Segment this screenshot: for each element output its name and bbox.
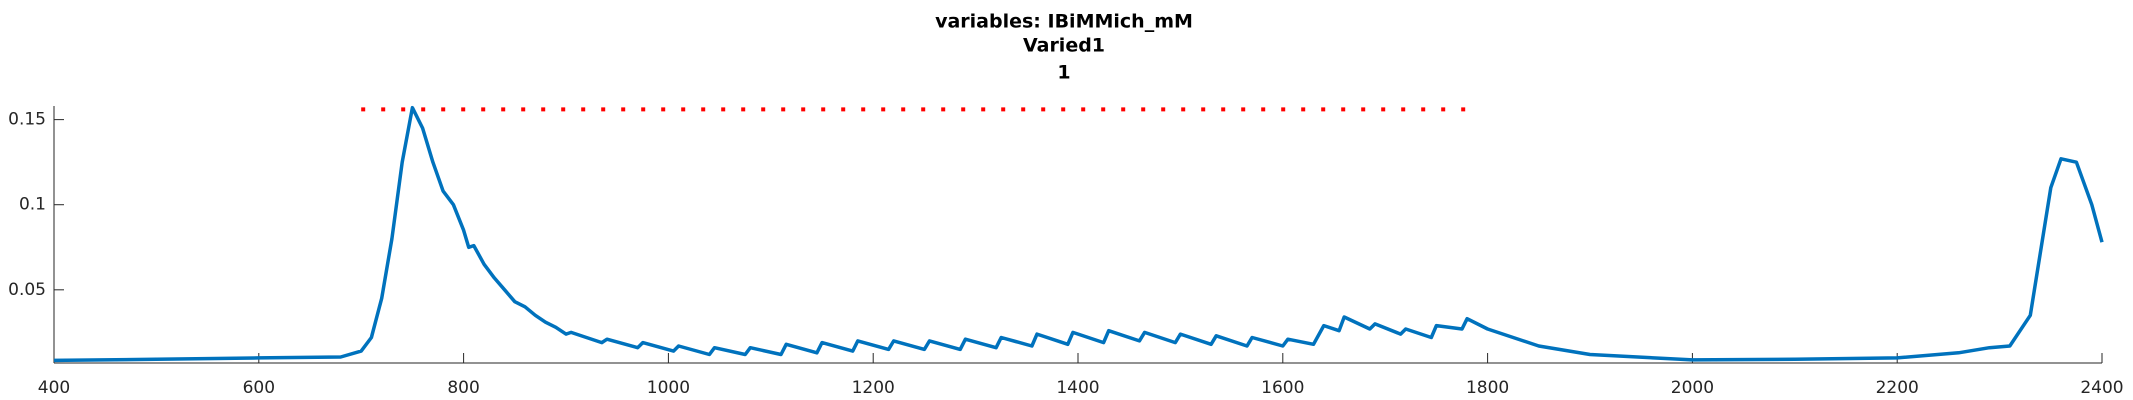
x-tick-label: 800 — [447, 378, 479, 398]
x-tick-label: 1600 — [1261, 378, 1304, 398]
x-tick-label: 1400 — [1056, 378, 1099, 398]
y-tick-label: 0.1 — [19, 195, 46, 215]
x-tick-label: 600 — [243, 378, 275, 398]
x-tick-label: 2400 — [2080, 378, 2123, 398]
x-tick-label: 1800 — [1466, 378, 1509, 398]
subtitle: Varied1 — [1023, 35, 1105, 57]
x-tick-label: 400 — [38, 378, 70, 398]
x-tick-label: 1200 — [852, 378, 895, 398]
subtitle: 1 — [1057, 62, 1070, 84]
x-tick-label: 2200 — [1876, 378, 1919, 398]
data-line — [53, 105, 2104, 363]
x-tick-label: 1000 — [647, 378, 690, 398]
y-tick-label: 0.05 — [8, 280, 46, 300]
x-tick-label: 2000 — [1671, 378, 1714, 398]
y-tick-label: 0.15 — [8, 110, 46, 130]
title: variables: IBiMMich_mM — [935, 11, 1193, 33]
